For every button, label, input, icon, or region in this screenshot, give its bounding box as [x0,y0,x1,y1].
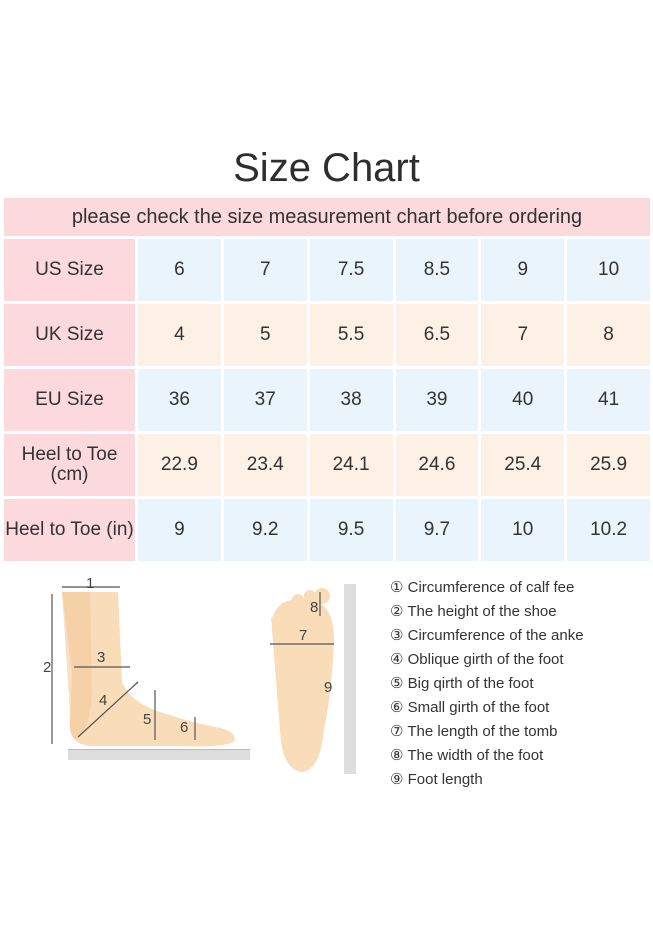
table-cell: 10 [567,239,650,301]
table-cell: 7 [481,304,565,366]
legend-item: ② The height of the shoe [390,603,557,620]
table-cell: 25.9 [567,434,650,496]
table-cell: 10.2 [567,499,650,561]
table-cell: 36 [138,369,221,431]
table-cell: 9.5 [309,499,393,561]
row-label: UK Size [4,304,135,366]
side-foot-illustration: 1 2 3 4 5 6 [43,575,250,760]
row-label: US Size [4,239,135,301]
table-cell: 38 [309,369,393,431]
table-cell: 41 [567,369,650,431]
table-cell: 25.4 [481,434,565,496]
table-cell: 39 [395,369,479,431]
label-6: 6 [180,719,188,736]
label-9: 9 [324,679,332,696]
table-cell: 9.2 [223,499,307,561]
table-cell: 8.5 [395,239,479,301]
legend-item: ⑦ The length of the tomb [390,723,558,740]
table-cell: 7 [223,239,307,301]
legend-item: ⑨ Foot length [390,771,483,788]
label-7: 7 [299,627,307,644]
table-cell: 24.1 [309,434,393,496]
table-cell: 10 [481,499,565,561]
sole-illustration: 7 8 9 [270,584,356,774]
table-cell: 9.7 [395,499,479,561]
ruler-horizontal [68,749,250,760]
table-cell: 23.4 [223,434,307,496]
legend-item: ⑧ The width of the foot [390,747,544,764]
legend-item: ⑤ Big qirth of the foot [390,675,534,692]
table-cell: 22.9 [138,434,221,496]
measurement-legend: ① Circumference of calf fee ② The height … [390,576,584,792]
page-title: Size Chart [233,146,420,190]
table-cell: 5.5 [309,304,393,366]
row-label: EU Size [4,369,135,431]
size-table: US Size 6 7 7.5 8.5 9 10 UK Size 4 5 5.5 6.5 7 8 EU Si… [4,239,650,561]
row-label: Heel to Toe (cm) [4,434,135,496]
table-cell: 9 [138,499,221,561]
label-4: 4 [99,692,107,709]
row-label: Heel to Toe (in) [4,499,135,561]
label-3: 3 [97,649,105,666]
legend-item: ⑥ Small girth of the foot [390,699,550,716]
table-cell: 5 [223,304,307,366]
table-cell: 8 [567,304,650,366]
table-cell: 37 [223,369,307,431]
table-cell: 40 [481,369,565,431]
label-2: 2 [43,659,51,676]
table-cell: 6.5 [395,304,479,366]
table-cell: 24.6 [395,434,479,496]
label-5: 5 [143,711,151,728]
label-8: 8 [310,599,318,616]
table-cell: 9 [481,239,565,301]
legend-item: ① Circumference of calf fee [390,579,575,596]
table-cell: 6 [138,239,221,301]
subtitle-banner: please check the size measurement chart … [4,198,650,236]
legend-item: ④ Oblique girth of the foot [390,651,564,668]
legend-item: ③ Circumference of the anke [390,627,584,644]
label-1: 1 [86,575,94,592]
table-cell: 7.5 [309,239,393,301]
table-cell: 4 [138,304,221,366]
